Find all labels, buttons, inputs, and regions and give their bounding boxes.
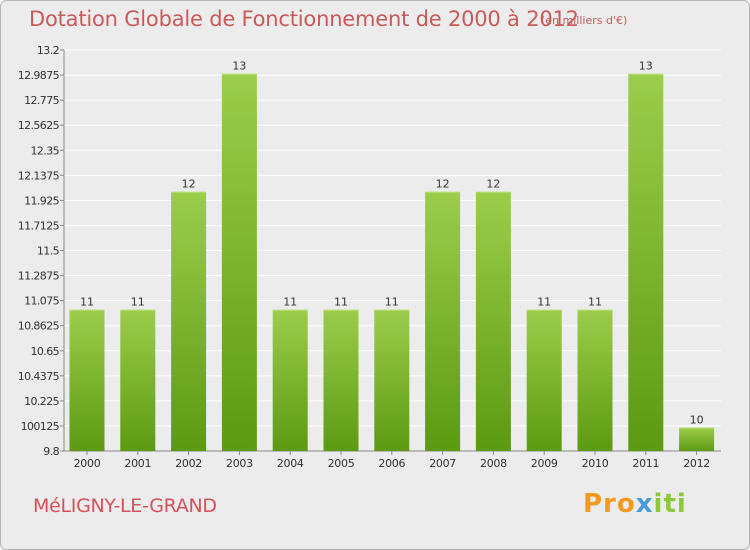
bar (272, 309, 308, 451)
bar (120, 309, 156, 451)
value-label: 10 (690, 413, 704, 426)
y-tick-label: 11.075 (24, 295, 59, 308)
bar (221, 73, 257, 452)
y-tick-label: 10.225 (24, 395, 59, 408)
bar (628, 73, 664, 452)
value-label: 11 (385, 295, 399, 308)
value-label: 12 (182, 178, 196, 191)
x-tick-label: 2004 (277, 457, 304, 470)
bar (323, 309, 359, 451)
y-tick-label: 12.1375 (18, 169, 60, 182)
chart-title: Dotation Globale de Fonctionnement de 20… (29, 7, 579, 31)
value-labels: 11 11 12 13 11 11 11 12 12 11 11 13 10 (80, 60, 704, 427)
x-tick-label: 2012 (683, 457, 710, 470)
x-tick-label: 2002 (175, 457, 202, 470)
bar (425, 191, 461, 451)
place-name: MéLIGNY-LE-GRAND (33, 495, 217, 517)
y-tick-label: 13.2 (37, 44, 59, 57)
y-tick-label: 10.8625 (18, 320, 60, 333)
x-tick-label: 2008 (480, 457, 507, 470)
x-tick-label: 2003 (226, 457, 253, 470)
y-tick-label: 12.775 (24, 94, 59, 107)
y-tick-label: 10.4375 (18, 370, 60, 383)
y-tick-label: 100125 (21, 420, 60, 433)
y-tick-label: 12.35 (31, 144, 60, 157)
x-tick-label: 2007 (429, 457, 456, 470)
bar (374, 309, 410, 451)
y-tick-label: 11.5 (37, 245, 60, 258)
logo-part-3: iti (653, 489, 687, 519)
x-tick-label: 2000 (74, 457, 101, 470)
bar (69, 309, 105, 451)
y-tick-label: 11.7125 (18, 219, 60, 232)
x-tick-label: 2001 (124, 457, 151, 470)
x-tick-label: 2010 (582, 457, 609, 470)
proxiti-logo: Proxiti (583, 489, 687, 519)
bar (171, 191, 207, 451)
value-label: 11 (131, 295, 145, 308)
y-tick-label: 10.65 (31, 345, 60, 358)
logo-part-1: Pro (583, 489, 636, 519)
value-label: 13 (232, 60, 246, 73)
bar (577, 309, 613, 451)
value-label: 13 (639, 60, 653, 73)
value-label: 12 (436, 178, 450, 191)
value-label: 11 (334, 295, 348, 308)
bar (526, 309, 562, 451)
y-tick-label: 12.9875 (18, 69, 60, 82)
bars (69, 73, 715, 452)
y-tick-labels: 9.8 100125 10.225 10.4375 10.65 10.8625 11.075… (18, 44, 60, 458)
y-tick-label: 11.925 (24, 194, 59, 207)
x-tick-label: 2009 (531, 457, 558, 470)
y-tick-label: 11.2875 (18, 270, 60, 283)
value-label: 11 (283, 295, 297, 308)
bar (679, 427, 715, 451)
bar (475, 191, 511, 451)
value-label: 12 (486, 178, 500, 191)
x-tick-label: 2006 (378, 457, 405, 470)
y-tick-label: 12.5625 (18, 119, 60, 132)
value-label: 11 (80, 295, 94, 308)
value-label: 11 (588, 295, 602, 308)
chart-unit: (en milliers d'€) (541, 14, 628, 27)
logo-part-2: x (635, 489, 654, 519)
y-tick-label: 9.8 (43, 445, 59, 458)
x-tick-label: 2011 (632, 457, 659, 470)
value-label: 11 (537, 295, 551, 308)
x-tick-labels: 2000 2001 2002 2003 2004 2005 2006 2007 2008 2009… (74, 457, 711, 470)
x-tick-label: 2005 (328, 457, 355, 470)
